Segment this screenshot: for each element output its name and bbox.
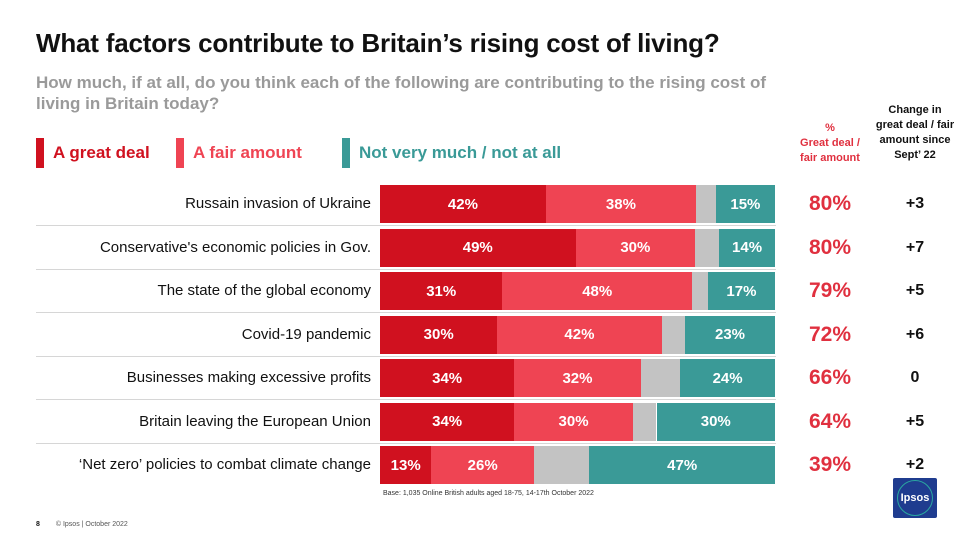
legend-label-great-deal: A great deal [53, 143, 150, 162]
bar-segment-fair_amount: 30% [575, 228, 696, 267]
category-label: ‘Net zero’ policies to combat climate ch… [78, 456, 371, 473]
bar-segment-great_deal: 34% [380, 402, 515, 441]
bar-segment-dont_know [632, 402, 657, 441]
ipsos-logo-text: Ipsos [900, 492, 930, 504]
bar-segment-fair_amount: 30% [514, 402, 633, 441]
change-value: +3 [905, 195, 925, 212]
change-header-line1: Change in [888, 104, 942, 116]
great-deal-fair-amount-value: 80% [808, 192, 852, 215]
pct-header-line1: % [825, 122, 835, 134]
change-column-header: Change in great deal / fair amount since… [872, 103, 958, 163]
change-header-line2: great deal / fair [875, 119, 955, 131]
bar-segment-fair_amount: 32% [514, 359, 641, 397]
bar-segment-fair_amount: 38% [545, 185, 696, 223]
bar-segment-fair_amount: 48% [502, 272, 693, 310]
bar-segment-great_deal: 49% [380, 228, 576, 267]
legend-great-deal: A great deal [36, 138, 150, 168]
bar-segment-dont_know [696, 185, 716, 223]
bar-segment-dont_know [692, 272, 708, 310]
change-value: +6 [905, 325, 925, 343]
legend-label-not-much: Not very much / not at all [359, 143, 562, 162]
bar-segment-fair_amount: 26% [431, 446, 535, 484]
category-label: Conservative's economic policies in Gov. [99, 238, 371, 256]
change-value: +5 [905, 282, 925, 299]
page-title: What factors contribute to Britain’s ris… [36, 28, 720, 58]
row-separator [36, 355, 776, 357]
bar-segment-fair_amount: 42% [497, 315, 662, 354]
change-value: +5 [905, 412, 925, 430]
bar-segment-not_much: 17% [707, 272, 775, 310]
bar-segment-not_much: 15% [715, 185, 775, 223]
category-label: Britain leaving the European Union [139, 412, 371, 430]
great-deal-fair-amount-value: 72% [808, 322, 852, 346]
pct-header-line3: fair amount [800, 152, 860, 164]
copyright: © Ipsos | October 2022 [55, 521, 128, 528]
bar-segment-great_deal: 30% [380, 315, 498, 354]
bar-segment-dont_know [661, 315, 686, 354]
change-header-line3: amount since [879, 134, 951, 146]
legend-swatch-not-much [342, 138, 350, 168]
legend-swatch-fair-amount [176, 138, 184, 168]
row-separator [36, 268, 776, 270]
bar-segment-great_deal: 34% [380, 359, 515, 397]
stacked-bar-chart: 42% 38% 15% 49% 30% 14% 31% 48% 17% 30% 42% 23% 34% 3… [380, 184, 775, 484]
change-value: +2 [905, 456, 925, 473]
category-label: The state of the global economy [157, 282, 371, 299]
change-value: 0 [910, 369, 920, 386]
ipsos-logo: Ipsos [893, 478, 937, 518]
great-deal-fair-amount-value: 64% [808, 409, 852, 433]
bar-segment-not_much: 47% [589, 446, 775, 484]
row-separator [36, 312, 776, 313]
bar-segment-not_much: 23% [685, 315, 775, 354]
bar-segment-great_deal: 31% [380, 272, 503, 310]
bar-segment-not_much: 24% [680, 359, 775, 397]
row-separator [36, 225, 776, 226]
legend-fair-amount: A fair amount [176, 138, 302, 168]
legend-not-much: Not very much / not at all [342, 138, 561, 168]
great-deal-fair-amount-value: 66% [808, 366, 852, 389]
legend-swatch-great-deal [36, 138, 44, 168]
great-deal-fair-amount-value: 80% [808, 235, 852, 259]
bar-segment-dont_know [534, 446, 590, 484]
great-deal-fair-amount-value: 39% [808, 453, 852, 476]
subtitle: How much, if at all, do you think each o… [36, 73, 767, 113]
bar-segment-not_much: 30% [656, 402, 775, 441]
change-header-line4: Sept’ 22 [894, 149, 936, 161]
row-separator [36, 442, 776, 444]
base-note: Base: 1,035 Online British adults aged 1… [383, 490, 594, 497]
row-separator [36, 399, 776, 400]
bar-segment-not_much: 14% [719, 228, 775, 267]
category-label: Covid-19 pandemic [241, 325, 371, 343]
page-number: 8 [36, 521, 40, 528]
pct-header-line2: Great deal / [800, 137, 860, 149]
category-label: Businesses making excessive profits [126, 369, 371, 386]
great-deal-fair-amount-value: 79% [808, 279, 852, 302]
bar-segment-dont_know [695, 228, 720, 267]
pct-column-header: % Great deal / fair amount [788, 121, 872, 166]
footer: 8 © Ipsos | October 2022 [36, 521, 128, 528]
change-value: +7 [905, 238, 925, 256]
bar-segment-great_deal: 13% [380, 446, 432, 484]
legend-label-fair-amount: A fair amount [193, 143, 302, 162]
bar-segment-great_deal: 42% [380, 185, 546, 223]
ipsos-logo-circle: Ipsos [897, 480, 933, 516]
bar-segment-dont_know [640, 359, 681, 397]
category-label: Russain invasion of Ukraine [185, 195, 371, 212]
